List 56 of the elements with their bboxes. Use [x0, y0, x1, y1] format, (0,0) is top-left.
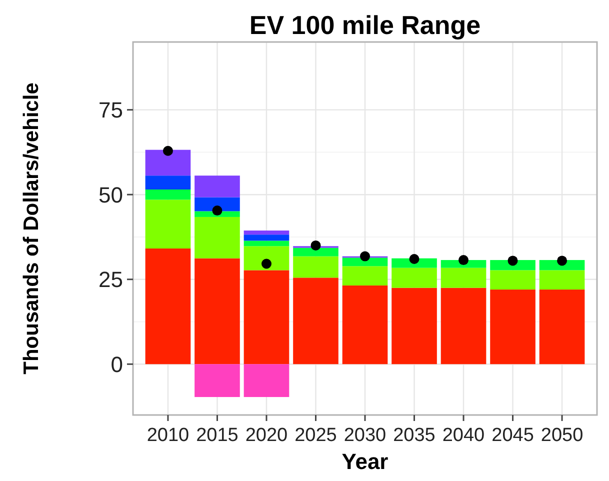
y-tick-label: 50 — [98, 182, 123, 208]
bar — [392, 268, 437, 288]
point — [557, 256, 568, 266]
y-tick-label: 75 — [98, 98, 123, 123]
bar — [539, 270, 585, 290]
bar — [440, 268, 486, 288]
y-axis-title: Thousands of Dollars/vehicle — [20, 82, 43, 374]
x-tick-label: 2010 — [146, 425, 190, 446]
bar — [244, 364, 290, 398]
x-tick-label: 2020 — [245, 425, 288, 446]
x-tick-label: 2050 — [540, 425, 584, 446]
y-tick-label: 0 — [110, 352, 123, 377]
bar — [293, 256, 338, 278]
bar — [145, 190, 191, 200]
bar — [293, 278, 338, 364]
point — [310, 240, 321, 250]
bar — [145, 150, 191, 176]
bar — [194, 197, 240, 212]
bar — [490, 270, 536, 290]
bar — [342, 266, 388, 286]
bar — [342, 258, 388, 266]
bar — [194, 216, 240, 258]
x-tick-label: 2025 — [294, 425, 337, 446]
bar — [244, 234, 290, 241]
bar — [244, 230, 290, 235]
x-tick-label: 2030 — [344, 425, 386, 446]
point — [162, 146, 173, 156]
bar — [490, 290, 536, 364]
x-axis-title: Year — [342, 449, 389, 474]
bar — [539, 290, 585, 364]
bar — [194, 364, 240, 398]
bar — [244, 270, 290, 364]
bar — [392, 258, 437, 268]
bar — [244, 240, 290, 246]
bar — [244, 246, 290, 270]
point — [458, 255, 469, 266]
y-tick-label: 25 — [98, 267, 123, 292]
point — [508, 256, 518, 266]
bar — [145, 176, 191, 190]
bar — [194, 258, 240, 364]
point — [212, 206, 222, 216]
bar — [194, 176, 240, 198]
x-tick-label: 2040 — [442, 425, 485, 446]
x-tick-label: 2035 — [393, 425, 436, 446]
point — [409, 254, 420, 264]
bar — [342, 285, 388, 364]
bar — [145, 200, 191, 249]
x-tick-label: 2045 — [492, 425, 534, 446]
chart-title: EV 100 mile Range — [249, 10, 481, 40]
point — [261, 258, 272, 269]
bar — [440, 288, 486, 364]
bar — [145, 248, 191, 364]
x-tick-label: 2015 — [196, 425, 238, 446]
bar — [392, 288, 437, 364]
point — [360, 251, 370, 262]
bar — [293, 248, 338, 256]
